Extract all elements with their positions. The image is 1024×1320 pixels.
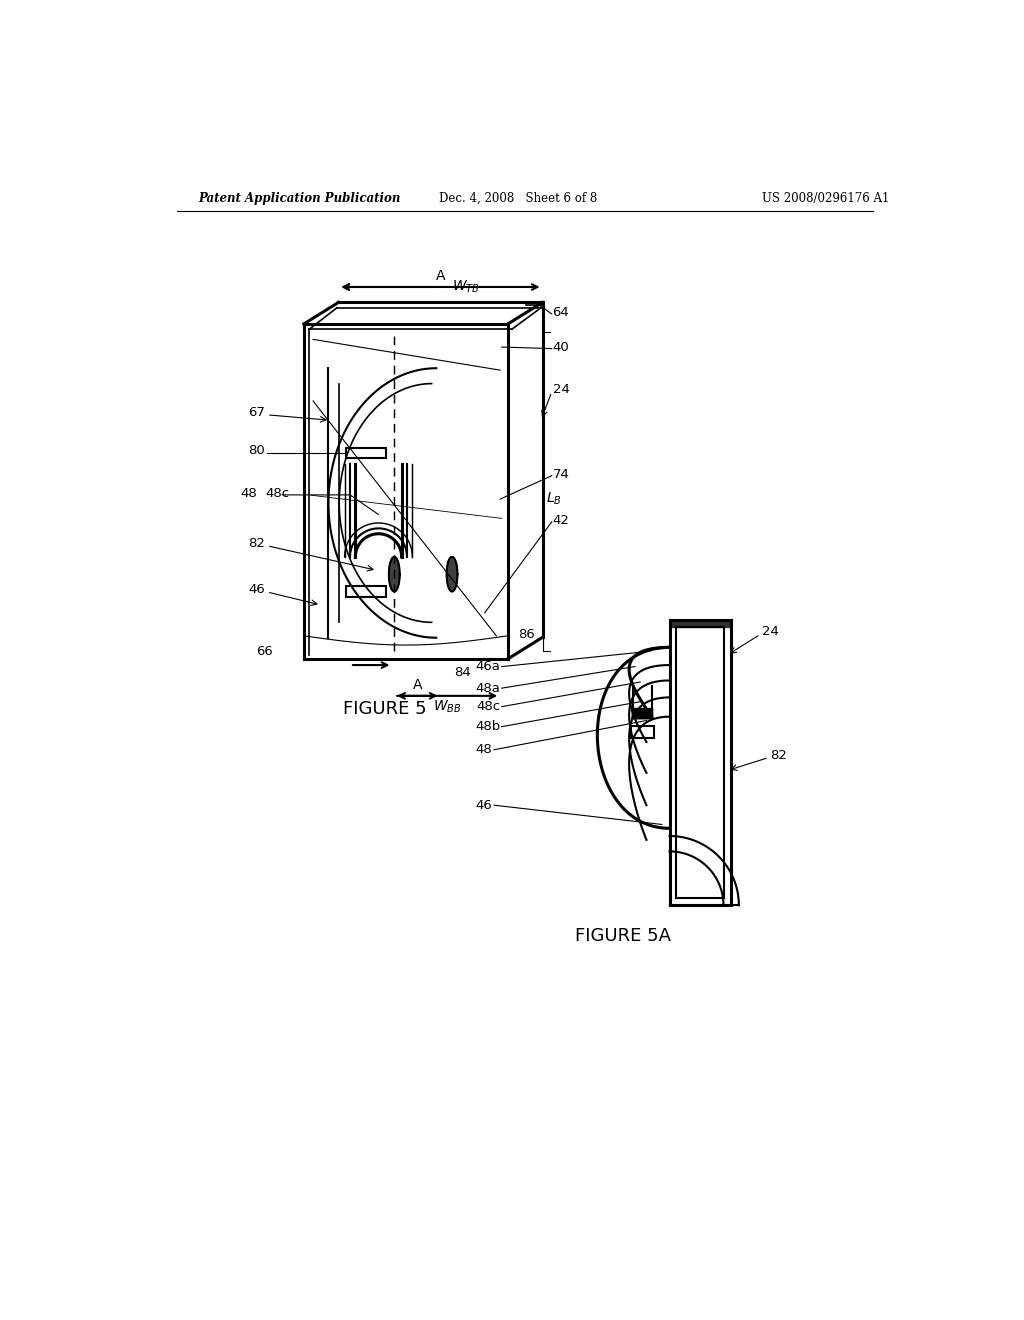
- FancyBboxPatch shape: [346, 447, 386, 458]
- FancyBboxPatch shape: [346, 586, 386, 597]
- Text: 48a: 48a: [475, 681, 500, 694]
- Text: Patent Application Publication: Patent Application Publication: [199, 191, 400, 205]
- Text: 42: 42: [553, 513, 569, 527]
- Text: 48: 48: [241, 487, 258, 500]
- Polygon shape: [670, 620, 731, 627]
- Text: 48c: 48c: [476, 700, 500, 713]
- Text: 46a: 46a: [475, 660, 500, 673]
- Text: 66: 66: [256, 644, 273, 657]
- Polygon shape: [446, 557, 458, 591]
- Text: Dec. 4, 2008   Sheet 6 of 8: Dec. 4, 2008 Sheet 6 of 8: [438, 191, 597, 205]
- Text: $W_{BB}$: $W_{BB}$: [433, 698, 462, 715]
- Text: FIGURE 5A: FIGURE 5A: [575, 927, 672, 945]
- Text: 40: 40: [553, 341, 569, 354]
- Text: 82: 82: [249, 537, 265, 550]
- Text: US 2008/0296176 A1: US 2008/0296176 A1: [762, 191, 889, 205]
- Text: 48b: 48b: [475, 721, 500, 733]
- Text: 46: 46: [476, 799, 493, 812]
- Text: A: A: [413, 678, 422, 692]
- Text: FIGURE 5: FIGURE 5: [343, 700, 426, 718]
- Text: 24: 24: [762, 626, 779, 639]
- Text: 86: 86: [518, 628, 535, 640]
- Text: $L_B$: $L_B$: [546, 491, 562, 507]
- Polygon shape: [389, 557, 399, 591]
- Text: 46: 46: [249, 583, 265, 597]
- Text: A: A: [436, 269, 445, 284]
- Text: $W_{TB}$: $W_{TB}$: [452, 279, 480, 296]
- Text: 74: 74: [553, 467, 569, 480]
- Text: 84: 84: [454, 667, 471, 680]
- Text: 82: 82: [770, 748, 786, 762]
- Text: 48c: 48c: [265, 487, 290, 500]
- Text: 24: 24: [553, 383, 569, 396]
- Text: 64: 64: [553, 306, 569, 319]
- FancyBboxPatch shape: [631, 726, 654, 738]
- Text: 48: 48: [476, 743, 493, 756]
- Text: 67: 67: [249, 407, 265, 418]
- Text: 80: 80: [249, 445, 265, 458]
